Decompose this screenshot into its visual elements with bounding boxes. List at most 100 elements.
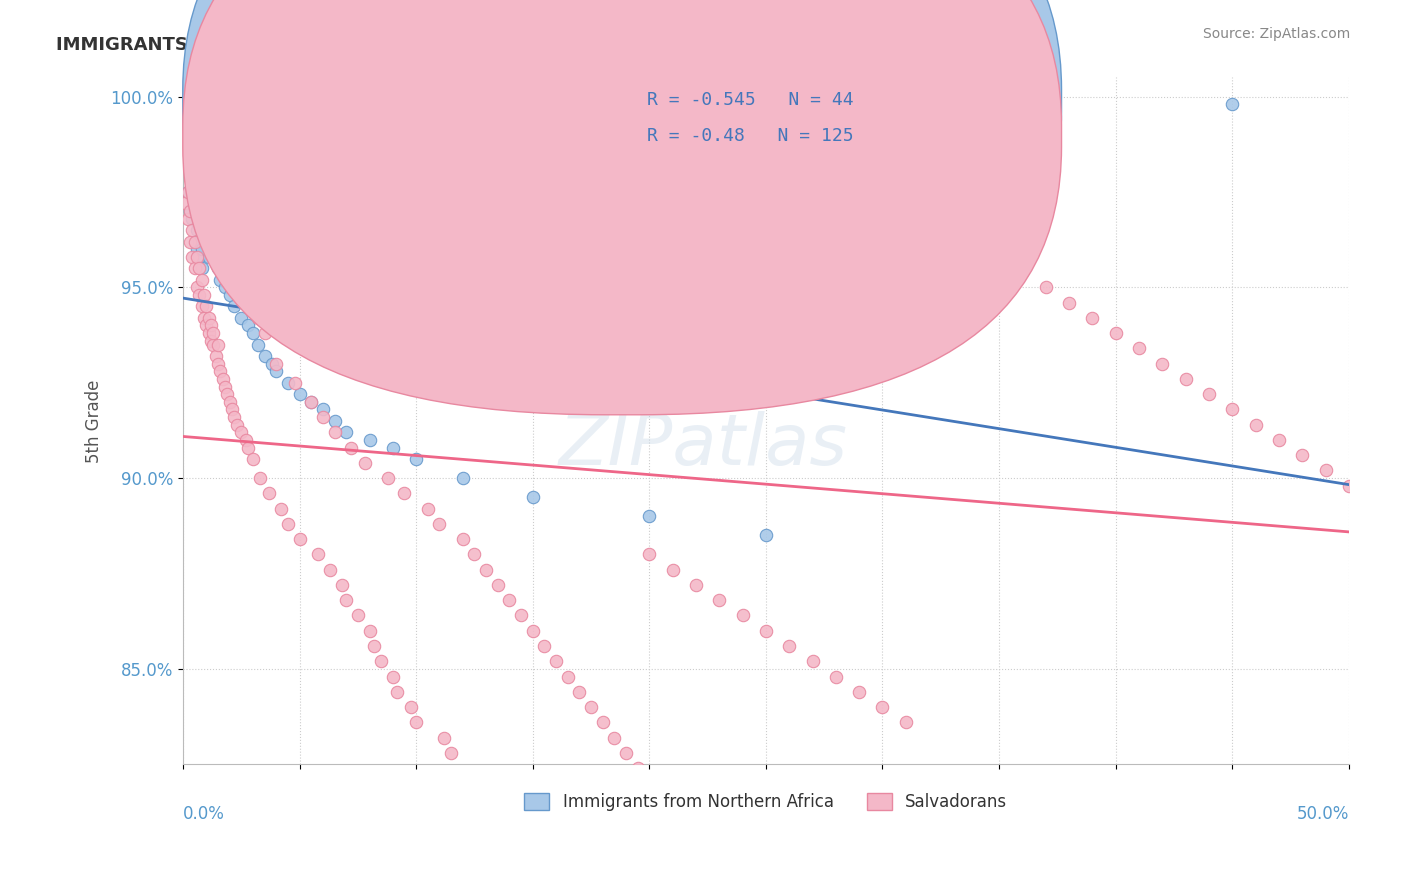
Point bbox=[1220, 97, 1243, 112]
Point bbox=[193, 211, 215, 226]
Point bbox=[204, 349, 226, 363]
Point bbox=[186, 242, 208, 256]
Point bbox=[965, 235, 987, 249]
Point bbox=[1174, 372, 1197, 386]
Point bbox=[231, 425, 253, 440]
Point bbox=[183, 235, 205, 249]
Text: 50.0%: 50.0% bbox=[1296, 805, 1348, 823]
Point bbox=[211, 372, 233, 386]
Point bbox=[218, 288, 240, 302]
Point bbox=[209, 273, 232, 287]
Point bbox=[894, 715, 917, 730]
Point bbox=[1057, 295, 1080, 310]
Point bbox=[207, 261, 229, 276]
Point bbox=[270, 501, 292, 516]
Point bbox=[253, 326, 276, 340]
Point bbox=[200, 334, 222, 348]
Point bbox=[197, 235, 219, 249]
Point bbox=[284, 376, 307, 390]
Point bbox=[197, 250, 219, 264]
Point bbox=[202, 337, 225, 351]
Text: Source: ZipAtlas.com: Source: ZipAtlas.com bbox=[1202, 27, 1350, 41]
Point bbox=[181, 223, 204, 237]
Point bbox=[429, 516, 451, 531]
Point bbox=[1315, 463, 1337, 477]
Point bbox=[988, 250, 1011, 264]
Point bbox=[824, 669, 846, 683]
Point bbox=[231, 310, 253, 325]
Point bbox=[238, 318, 260, 333]
Point bbox=[405, 715, 427, 730]
Point bbox=[190, 299, 212, 313]
Point bbox=[260, 357, 283, 371]
Point bbox=[498, 593, 520, 607]
Point bbox=[592, 715, 614, 730]
Point bbox=[353, 456, 375, 470]
Point bbox=[685, 578, 707, 592]
Point bbox=[188, 250, 211, 264]
Point bbox=[200, 242, 222, 256]
Point bbox=[1011, 265, 1033, 279]
Point bbox=[202, 326, 225, 340]
Point bbox=[451, 471, 474, 485]
Point bbox=[363, 639, 385, 653]
Point bbox=[755, 528, 778, 542]
Point bbox=[176, 211, 198, 226]
Point bbox=[188, 288, 211, 302]
Point bbox=[193, 196, 215, 211]
Point bbox=[557, 669, 579, 683]
Point bbox=[181, 250, 204, 264]
Legend: Immigrants from Northern Africa, Salvadorans: Immigrants from Northern Africa, Salvado… bbox=[517, 786, 1014, 818]
Point bbox=[416, 501, 439, 516]
Text: IMMIGRANTS FROM NORTHERN AFRICA VS SALVADORAN 5TH GRADE CORRELATION CHART: IMMIGRANTS FROM NORTHERN AFRICA VS SALVA… bbox=[56, 36, 969, 54]
Point bbox=[401, 700, 423, 714]
Point bbox=[188, 261, 211, 276]
Point bbox=[174, 196, 197, 211]
Point bbox=[638, 548, 661, 562]
Point bbox=[451, 532, 474, 546]
Point bbox=[941, 219, 963, 234]
Point bbox=[731, 608, 754, 623]
Point bbox=[359, 433, 381, 447]
Point bbox=[1291, 448, 1313, 462]
Point bbox=[179, 235, 201, 249]
Point bbox=[246, 337, 269, 351]
Point bbox=[209, 364, 232, 378]
Point bbox=[405, 452, 427, 467]
Point bbox=[246, 310, 269, 325]
Point bbox=[195, 318, 218, 333]
Point bbox=[377, 471, 399, 485]
Point bbox=[1128, 342, 1150, 356]
Point bbox=[1035, 280, 1057, 294]
Text: 0.0%: 0.0% bbox=[183, 805, 225, 823]
Point bbox=[190, 273, 212, 287]
Point bbox=[323, 414, 346, 428]
Point bbox=[238, 441, 260, 455]
Point bbox=[299, 394, 322, 409]
Point bbox=[848, 685, 870, 699]
Point bbox=[176, 185, 198, 199]
Point bbox=[183, 261, 205, 276]
Point bbox=[186, 280, 208, 294]
Point bbox=[218, 394, 240, 409]
Point bbox=[217, 387, 239, 401]
Point bbox=[224, 410, 246, 425]
Point bbox=[202, 250, 225, 264]
Point bbox=[359, 624, 381, 638]
Point bbox=[319, 563, 342, 577]
Point bbox=[193, 288, 215, 302]
Point bbox=[257, 486, 280, 500]
Point bbox=[179, 204, 201, 219]
Point bbox=[440, 746, 463, 760]
Point bbox=[197, 326, 219, 340]
Point bbox=[307, 548, 329, 562]
Point bbox=[522, 490, 544, 504]
Point bbox=[335, 593, 357, 607]
Text: R = -0.545   N = 44: R = -0.545 N = 44 bbox=[647, 91, 853, 109]
Point bbox=[709, 593, 731, 607]
Point bbox=[264, 357, 287, 371]
Point bbox=[614, 746, 637, 760]
Point bbox=[277, 376, 299, 390]
Point bbox=[486, 578, 509, 592]
Point bbox=[533, 639, 555, 653]
